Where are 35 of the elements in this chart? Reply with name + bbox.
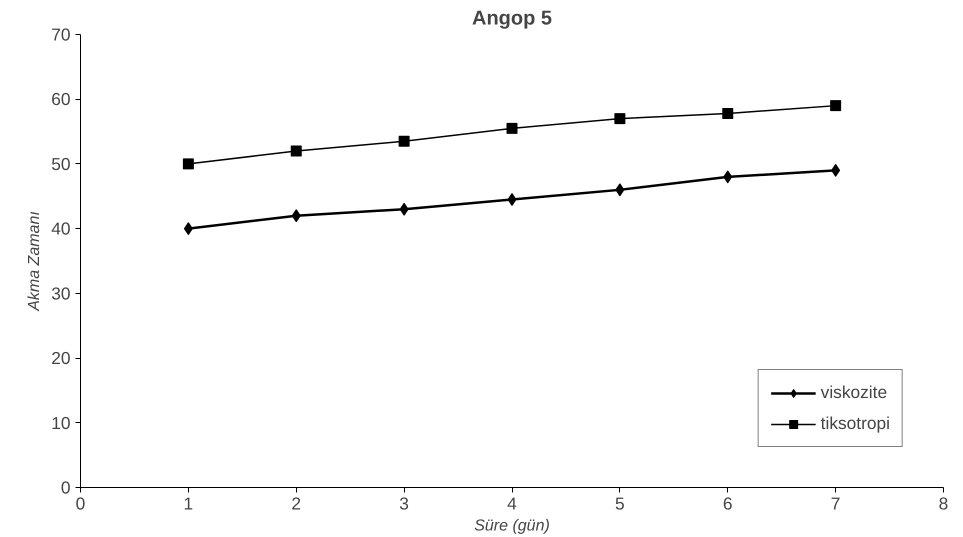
y-tick-label: 50 <box>51 154 71 174</box>
y-tick-label: 0 <box>60 478 71 498</box>
point <box>398 136 410 147</box>
point <box>292 209 301 222</box>
y-tick-label: 40 <box>51 218 71 239</box>
x-tick-label: 5 <box>615 494 625 514</box>
y-axis-title: Akma Zamanı <box>26 211 44 312</box>
point <box>615 183 624 196</box>
point <box>184 222 193 236</box>
point <box>722 108 734 119</box>
y-tick-label: 10 <box>51 412 71 433</box>
point <box>506 122 518 134</box>
point <box>723 170 732 184</box>
point <box>400 202 409 216</box>
point <box>182 158 194 170</box>
x-tick-label: 6 <box>722 494 733 514</box>
point <box>831 164 840 177</box>
x-tick-label: 4 <box>507 494 518 514</box>
y-tick-label: 20 <box>51 348 71 368</box>
x-axis-title: Süre (gün) <box>474 518 550 534</box>
x-tick-label: 2 <box>291 494 302 514</box>
y-tick-label: 60 <box>51 89 71 110</box>
x-tick-label: 8 <box>938 494 948 514</box>
legend-label: tiksotropi <box>820 413 890 434</box>
x-tick-label: 3 <box>399 494 409 514</box>
x-tick-label: 7 <box>830 494 840 514</box>
x-tick-label: 1 <box>184 494 194 514</box>
point <box>830 100 842 112</box>
chart-title: Angop 5 <box>472 8 552 30</box>
point <box>614 113 626 124</box>
legend-label: viskozite <box>820 382 888 403</box>
y-tick-label: 70 <box>51 24 71 44</box>
x-tick-label: 0 <box>76 494 86 514</box>
y-tick-label: 30 <box>51 283 71 304</box>
point <box>290 145 302 156</box>
